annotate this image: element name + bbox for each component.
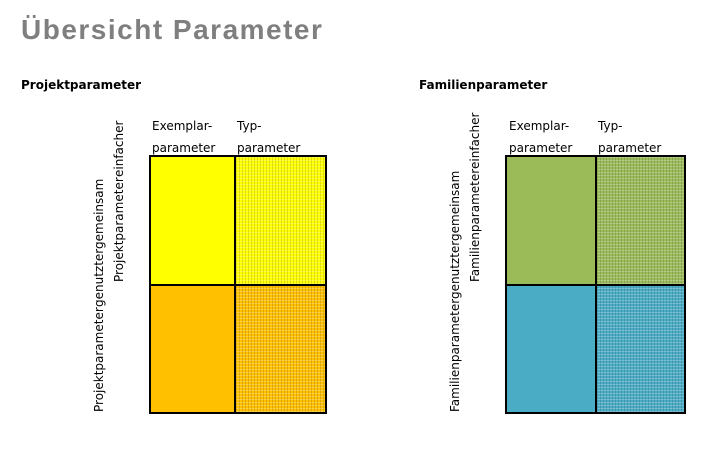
familienparameter-matrix <box>505 155 686 414</box>
section-title-projektparameter: Projektparameter <box>21 78 142 92</box>
row-label-line: einfacher <box>112 120 126 178</box>
column-header-line: parameter <box>598 141 662 155</box>
row-label-line: genutzter <box>92 248 106 308</box>
column-header-line: Exemplar- <box>509 119 570 133</box>
cell-einfacher-exemplarparameter <box>151 157 236 286</box>
column-header-line: parameter <box>237 141 301 155</box>
row-label-line: Familienparameter <box>468 168 482 282</box>
cell-gemeinsam-typparameter <box>236 286 325 412</box>
row-label-line: einfacher <box>468 112 482 169</box>
projektparameter-matrix <box>149 155 327 414</box>
column-header-line: Typ- <box>598 119 623 133</box>
cell-gemeinsam-exemplarparameter <box>151 286 236 412</box>
cell-gemeinsam-typparameter <box>597 286 684 412</box>
column-header-line: Typ- <box>237 119 262 133</box>
cell-einfacher-typparameter <box>236 157 325 286</box>
column-header-line: Exemplar- <box>152 119 213 133</box>
row-label-gemeinsam-projektparameter: Projektparameter genutzter gemeinsam <box>90 179 109 412</box>
column-header-exemplarparameter: Exemplar- parameter <box>152 115 215 159</box>
cell-gemeinsam-exemplarparameter <box>507 286 597 412</box>
column-header-line: parameter <box>152 141 216 155</box>
row-label-einfacher-projektparameter: Projektparameter einfacher <box>110 121 129 282</box>
column-header-exemplarparameter: Exemplar- parameter <box>509 115 572 159</box>
row-label-line: Familienparameter <box>448 298 462 412</box>
section-title-familienparameter: Familienparameter <box>419 78 548 92</box>
row-label-line: gemeinsam <box>92 178 106 249</box>
row-label-gemeinsam-familienparameter: Familienparameter genutzter gemeinsam <box>446 170 465 412</box>
column-header-line: parameter <box>509 141 573 155</box>
page-title: Übersicht Parameter <box>21 14 324 45</box>
row-label-line: Projektparameter <box>112 177 126 282</box>
row-label-line: Projektparameter <box>92 307 106 412</box>
column-header-typparameter: Typ- parameter <box>237 115 300 159</box>
cell-einfacher-typparameter <box>597 157 684 286</box>
row-label-line: genutzter <box>448 240 462 299</box>
cell-einfacher-exemplarparameter <box>507 157 597 286</box>
row-label-einfacher-familienparameter: Familienparameter einfacher <box>466 112 485 282</box>
row-label-line: gemeinsam <box>448 170 462 241</box>
column-header-typparameter: Typ- parameter <box>598 115 661 159</box>
